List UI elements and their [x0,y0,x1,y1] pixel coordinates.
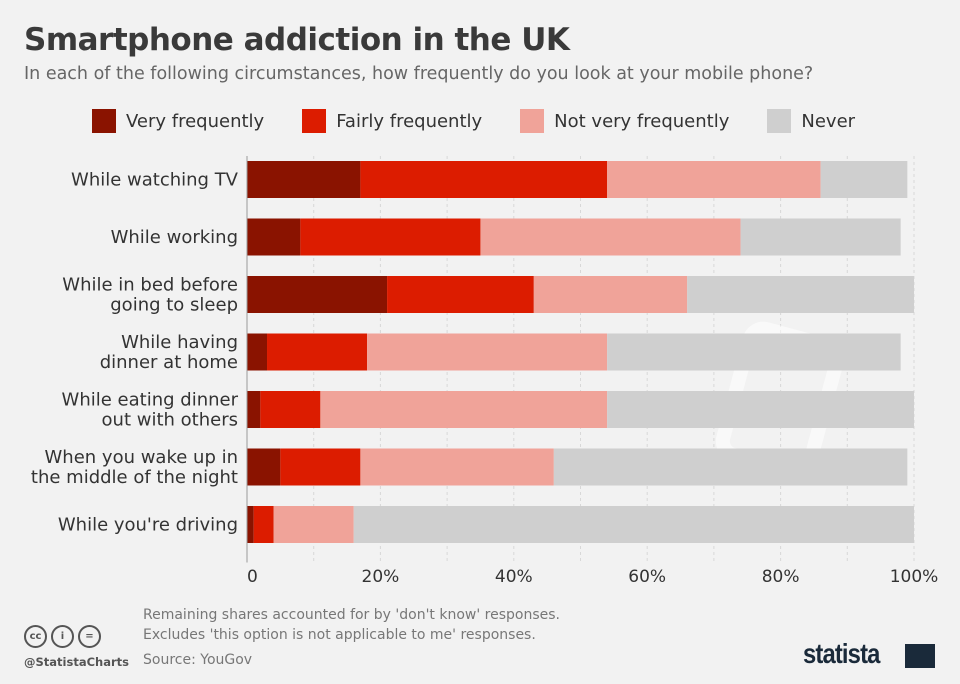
statista-logo-mark-icon [905,644,935,668]
category-label: dinner at home [100,352,238,373]
cc-icon: cc [24,625,47,648]
legend-label: Very frequently [126,110,265,132]
statista-logo[interactable]: statista [803,638,880,669]
legend-swatch [302,109,327,133]
category-label: going to sleep [110,295,238,316]
bar-segment [267,333,368,371]
twitter-handle: @StatistaCharts [24,655,129,669]
category-label: out with others [102,410,238,431]
bar-segment [553,448,908,486]
bar-segment [353,506,915,543]
bar-segment [247,391,261,428]
legend-swatch [767,109,792,133]
category-label: While having [121,332,238,353]
category-label: When you wake up in [45,447,239,468]
x-tick-label: 0 [247,567,258,587]
bar-segment [247,506,254,543]
bar-segment [820,161,908,198]
x-tick-label: 80% [762,567,800,587]
bar-segment [247,333,268,371]
bar-segment [687,276,914,313]
legend-item: Never [767,109,855,133]
bar-segment [280,448,361,486]
legend-swatch [520,109,545,133]
legend-swatch [92,109,116,133]
category-label: While eating dinner [62,390,239,411]
category-label: While watching TV [71,170,239,191]
legend-item: Very frequently [92,109,264,133]
bar-segment [273,506,354,543]
bar-segment [607,333,901,371]
category-label: the middle of the night [31,467,238,488]
x-tick-label: 20% [362,567,400,587]
category-label: While you're driving [58,515,238,536]
chart-subtitle: In each of the following circumstances, … [24,64,814,84]
source: Source: YouGov [143,652,253,668]
bar-segment [360,161,608,198]
footnote-1: Remaining shares accounted for by 'don't… [143,607,560,623]
bar-segment [480,218,741,256]
bar-segment [260,391,321,428]
bar-segment [320,391,608,428]
by-icon: i [51,625,74,648]
x-tick-label: 40% [495,567,533,587]
x-tick-label: 60% [628,567,666,587]
x-tick-label: 100% [890,567,939,587]
bar-segment [740,218,901,256]
bar-chart: While watching TV While working While in b… [31,156,939,587]
bar-segment [387,276,534,313]
legend-label: Not very frequently [554,110,730,132]
legend-label: Never [801,110,856,132]
legend-item: Not very frequently [520,109,729,133]
bar-segment [367,333,608,371]
category-label: While working [111,227,238,248]
legend: Very frequently Fairly frequently Not very… [92,109,893,133]
category-label: While in bed before [62,275,238,296]
bar-segment [607,391,914,428]
bar-segment [360,448,554,486]
chart-title: Smartphone addiction in the UK [24,22,570,58]
bar-segment [300,218,481,256]
bar-segment [247,218,301,256]
bar-segment [533,276,688,313]
bar-segment [607,161,821,198]
creative-commons-icons: cc i = [24,625,101,648]
nd-icon: = [78,625,101,648]
bar-segment [247,448,281,486]
legend-item: Fairly frequently [302,109,482,133]
footnote-2: Excludes 'this option is not applicable … [143,627,536,643]
legend-label: Fairly frequently [336,110,483,132]
bar-segment [247,276,388,313]
bar-segment [253,506,274,543]
bar-segment [247,161,361,198]
